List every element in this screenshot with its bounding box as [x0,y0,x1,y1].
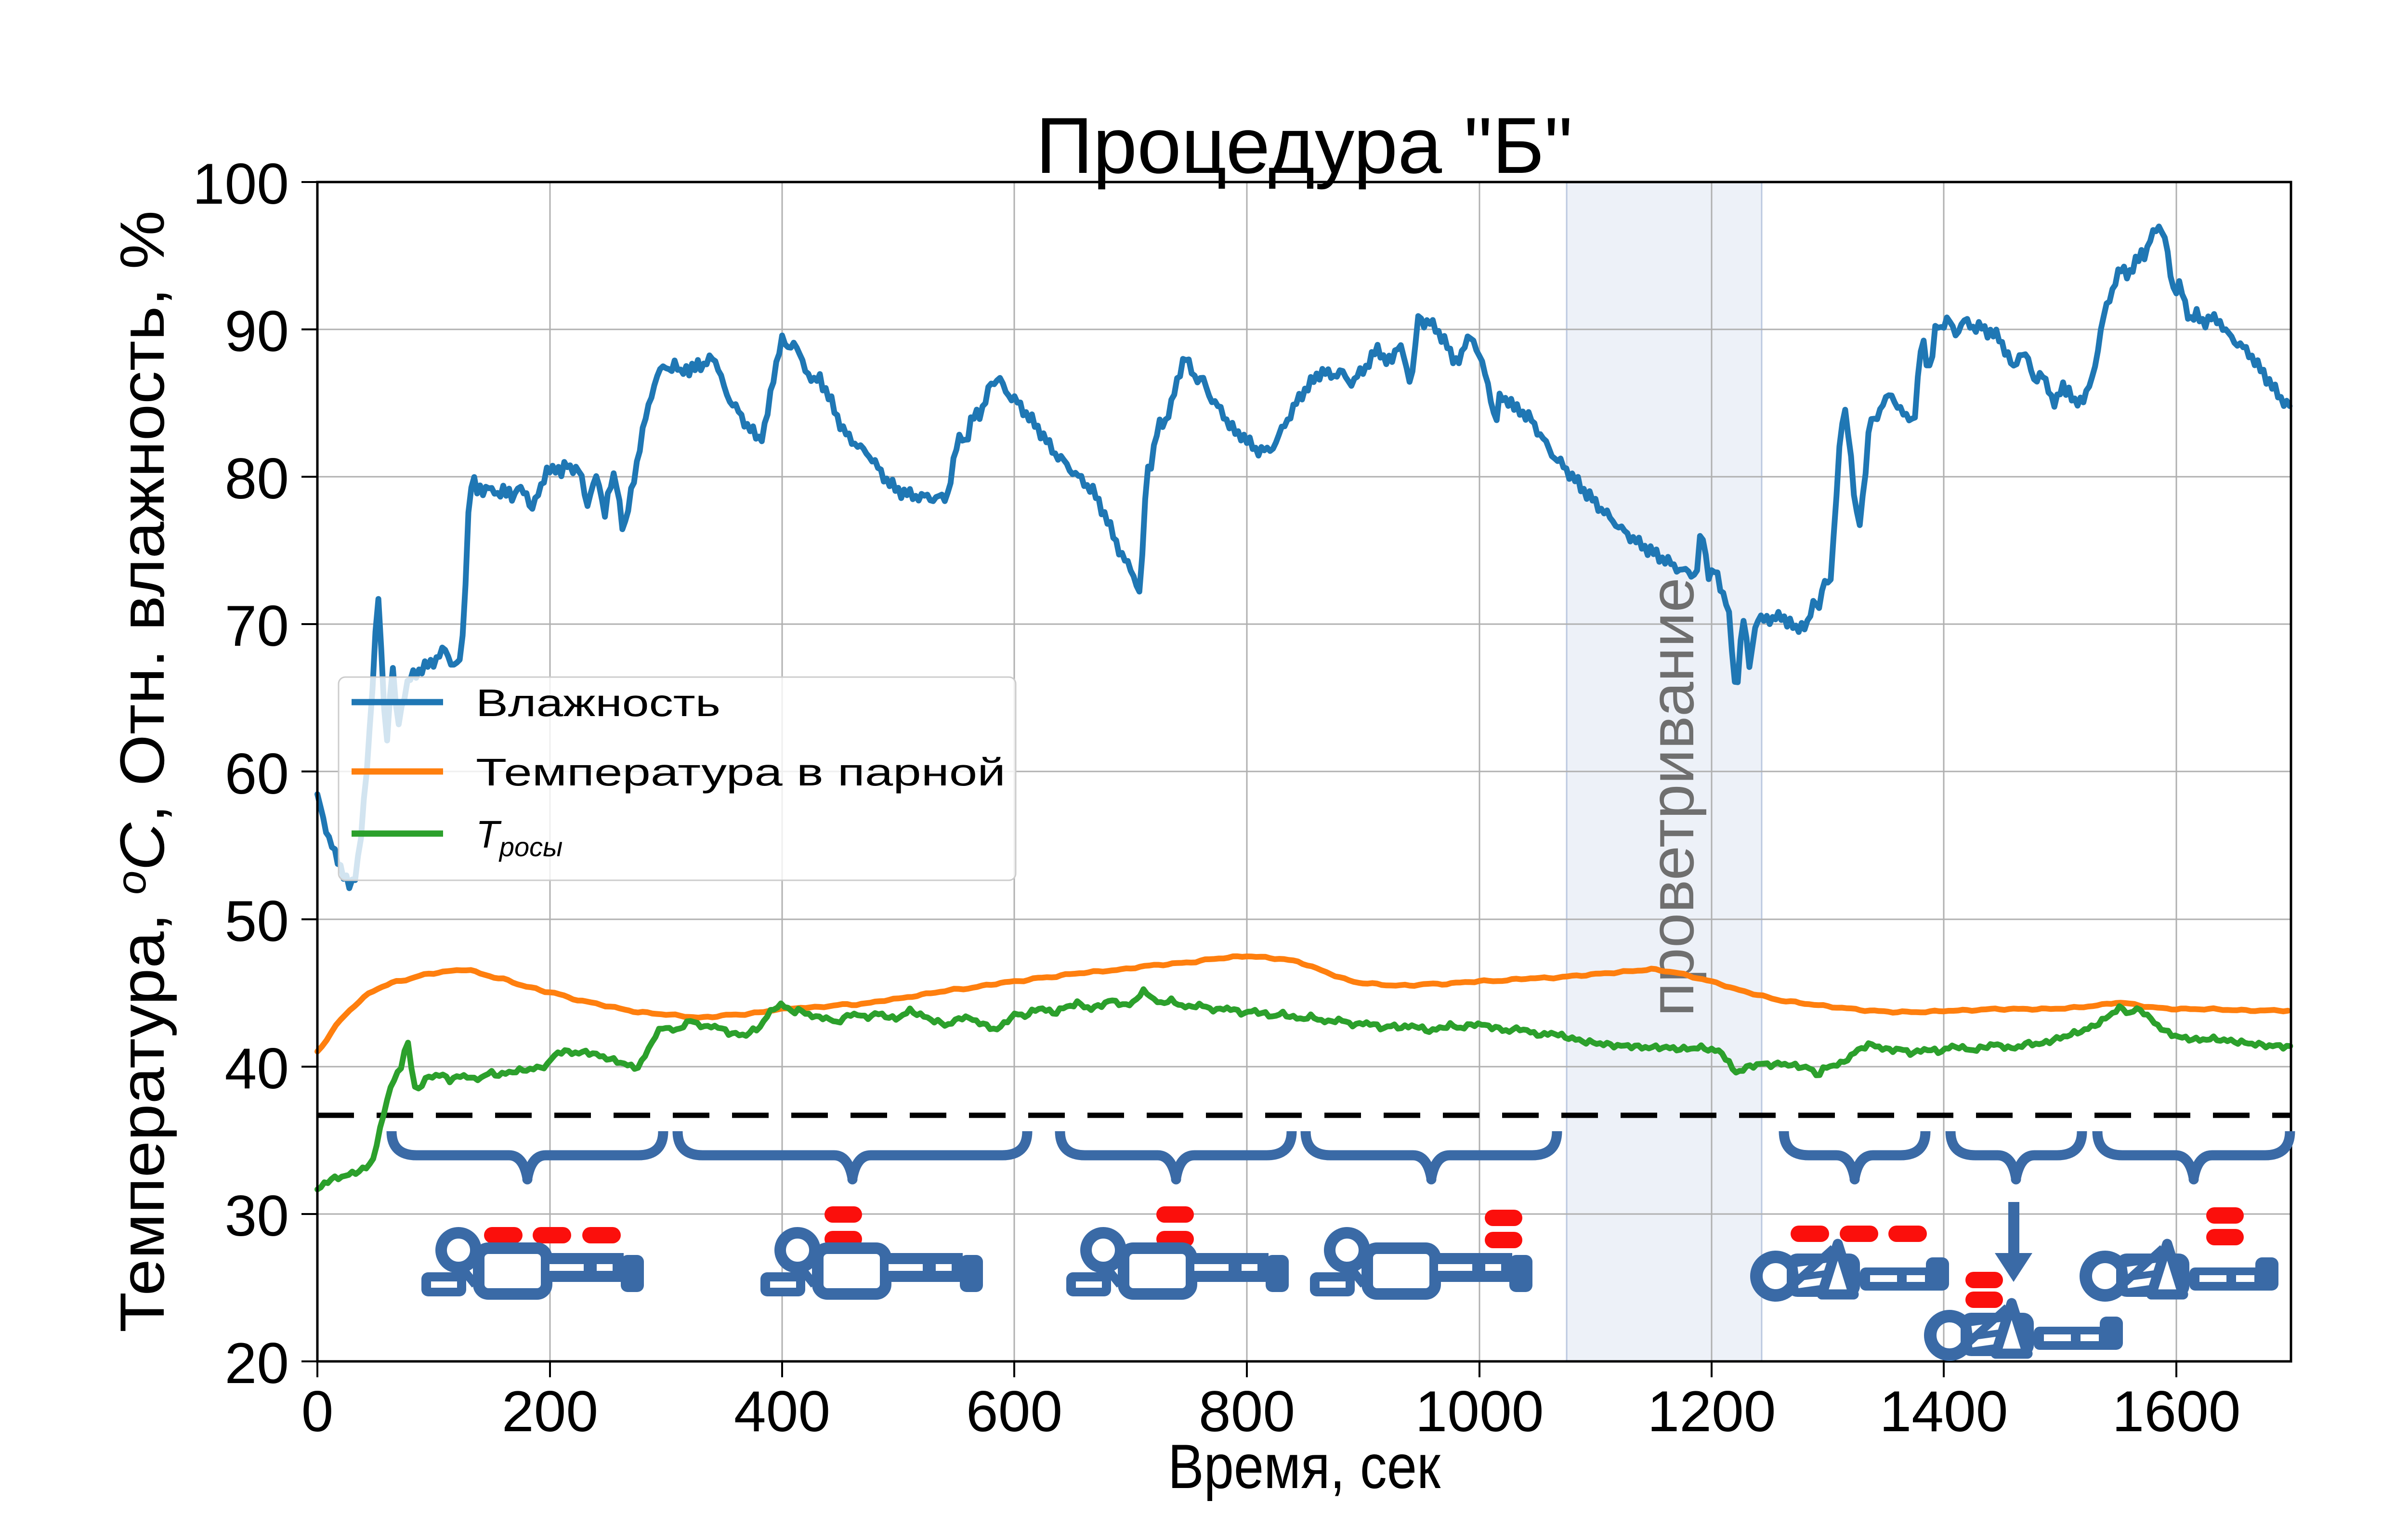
svg-text:Влажность: Влажность [476,681,720,724]
svg-text:0: 0 [301,1379,334,1444]
svg-text:200: 200 [502,1379,598,1444]
svg-text:20: 20 [225,1331,289,1396]
svg-text:Время, сек: Время, сек [1168,1431,1441,1502]
svg-text:60: 60 [225,742,289,806]
svg-text:1600: 1600 [2112,1379,2241,1444]
svg-text:40: 40 [225,1036,289,1101]
svg-text:800: 800 [1199,1379,1295,1444]
svg-text:1000: 1000 [1415,1379,1544,1444]
svg-text:400: 400 [734,1379,830,1444]
svg-text:80: 80 [225,446,289,511]
svg-text:30: 30 [225,1184,289,1248]
svg-text:50: 50 [225,889,289,953]
svg-text:Процедура "Б": Процедура "Б" [1036,101,1573,190]
svg-text:600: 600 [966,1379,1062,1444]
svg-text:100: 100 [193,152,289,216]
svg-text:1400: 1400 [1880,1379,2008,1444]
svg-text:проветривание: проветривание [1636,577,1707,1017]
svg-text:Температура, oC, Отн. влажност: Температура, oC, Отн. влажность, % [107,210,177,1332]
svg-text:70: 70 [225,594,289,658]
svg-text:Температура в парной: Температура в парной [476,751,1006,794]
svg-text:1200: 1200 [1648,1379,1776,1444]
svg-text:90: 90 [225,299,289,364]
